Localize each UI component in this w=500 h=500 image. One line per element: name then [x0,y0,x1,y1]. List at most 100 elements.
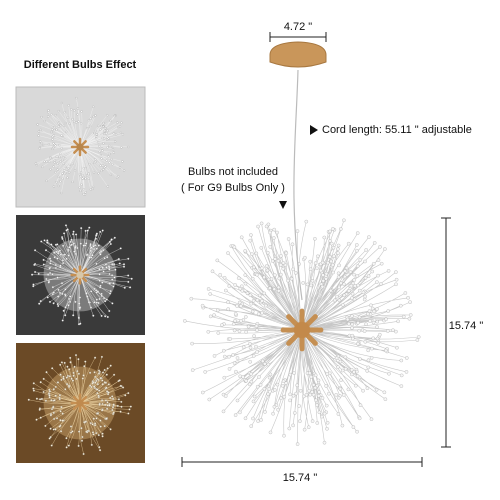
crystal [104,403,107,406]
crystal [54,171,57,174]
crystal [222,276,227,280]
crystal [58,291,62,294]
crystal [375,336,380,341]
crystal [60,361,63,364]
crystal [117,258,120,261]
crystal [304,393,309,397]
crystal [59,373,62,376]
crystal [97,244,100,247]
crystal [406,296,410,300]
crystal [100,169,103,172]
crystal [80,122,83,125]
crystal [93,301,96,304]
crystal [101,149,104,152]
crystal [111,274,114,277]
crystal [340,368,345,373]
crystal [244,330,248,334]
crystal [342,282,346,287]
crystal [53,256,56,259]
crystal [37,134,40,137]
crystal [378,245,382,249]
crystal [313,373,318,378]
crystal [60,430,63,433]
crystal [109,242,112,246]
crystal [92,381,95,384]
crystal [379,261,384,266]
crystal [51,138,54,141]
crystal [227,367,232,371]
crystal [92,245,95,248]
crystal [104,381,107,384]
crystal [122,265,126,268]
crystal [97,372,101,375]
crystal [113,263,116,266]
crystal [338,387,343,391]
crystal [70,108,73,111]
crystal [53,399,56,402]
crystal [50,444,53,447]
crystal [288,398,292,403]
crystal [55,181,58,184]
crystal [72,374,75,377]
crystal [231,353,235,357]
crystal [106,114,109,117]
crystal [59,180,62,183]
crystal [53,417,56,421]
crystal [100,124,103,128]
crystal [233,312,238,316]
crystal [340,423,345,428]
crystal [54,394,57,397]
crystal [376,341,380,345]
crystal [127,280,130,283]
crystal [61,412,64,415]
crystal [314,398,318,403]
crystal [120,146,123,149]
crystal [77,120,80,123]
crystal [89,306,93,309]
crystal [208,292,212,296]
crystal [64,224,68,227]
crystal [104,165,107,168]
crystal [115,133,118,136]
crystal [97,434,100,437]
crystal [129,286,132,289]
crystal [273,257,277,261]
crystal [399,303,403,308]
crystal [364,248,368,252]
crystal [201,390,205,395]
crystal [250,252,254,256]
crystal [391,328,395,332]
crystal [251,299,256,303]
crystal [106,136,109,139]
crystal [232,328,237,333]
crystal [316,254,320,259]
crystal [108,268,111,271]
crystal [106,367,109,370]
crystal [92,105,95,108]
crystal [306,425,311,429]
crystal [269,277,274,281]
crystal [95,247,98,250]
crystal [394,277,399,282]
crystal [222,348,226,353]
crystal [301,281,305,285]
stems [32,225,132,325]
crystal [84,229,87,232]
crystal [272,405,277,409]
crystal [59,363,62,366]
crystal [395,345,399,350]
crystal [369,417,374,421]
crystal [216,331,221,335]
crystal [118,262,121,265]
crystal [64,306,67,309]
crystal [62,124,65,127]
crystal [72,233,75,236]
crystal [363,294,367,299]
crystal [42,390,45,394]
crystal [39,381,42,384]
crystal [347,322,351,326]
crystal [50,243,53,246]
crystal [66,374,69,377]
crystal [106,404,109,407]
crystal [95,232,98,235]
